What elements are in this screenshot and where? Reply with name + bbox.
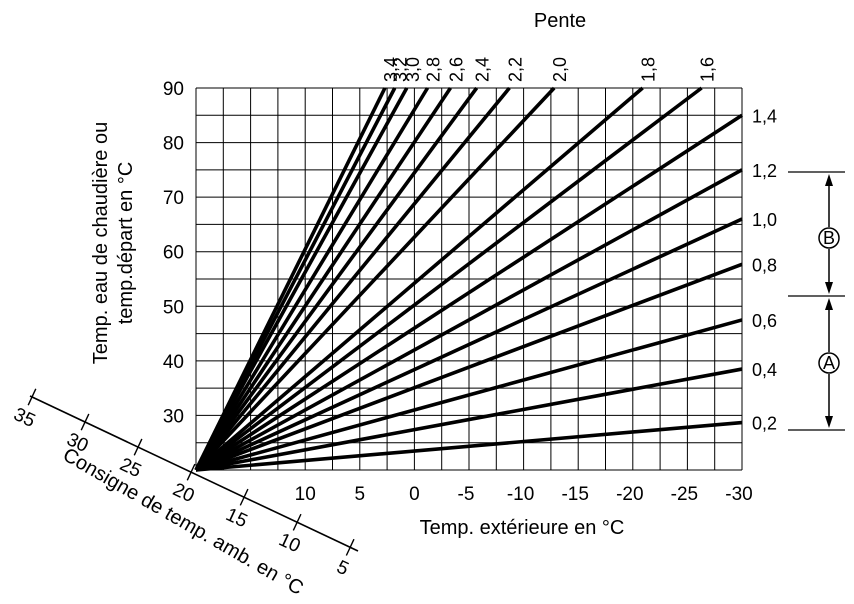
- y-axis-title-line2: temp.départ en °C: [115, 162, 137, 325]
- heating-curve-1-8: [194, 86, 644, 472]
- slope-label-1-8: 1,8: [639, 57, 659, 82]
- range-b-arrow-head-up: [825, 174, 833, 186]
- x-tick-label: -15: [561, 484, 588, 505]
- range-label-b: B: [823, 228, 835, 248]
- slope-labels-right: 0,2 0,4 0,6 0,8 1,0 1,2 1,4: [752, 106, 777, 433]
- setpoint-tick-label: 5: [333, 557, 351, 581]
- slope-label-0-8: 0,8: [752, 255, 777, 275]
- setpoint-tick-label: 10: [275, 529, 303, 557]
- y-tick-label: 60: [163, 243, 184, 264]
- heating-curve-1-2: [195, 168, 743, 472]
- slope-label-2-0: 2,0: [550, 57, 570, 82]
- slope-label-0-4: 0,4: [752, 360, 777, 380]
- range-label-circle: [818, 227, 840, 249]
- chart-grid: [195, 87, 743, 471]
- setpoint-tick: [239, 488, 249, 506]
- x-axis-ticks: 10 5 0 -5 -10 -15 -20 -25 -30: [295, 484, 753, 505]
- setpoint-axis-title: Consigne de temp. amb. en °C: [59, 444, 307, 600]
- heating-curve-0-6: [195, 318, 743, 472]
- slope-label-2-6: 2,6: [446, 57, 466, 82]
- slope-labels-top: 1,6 1,8 2,0 2,2 2,4 2,62,83,03,23,4: [381, 57, 718, 82]
- heating-curve-2-4: [194, 86, 479, 472]
- y-axis-ticks: 30 40 50 60 70 80 90: [163, 79, 184, 427]
- range-a-arrow-head-up: [825, 298, 833, 310]
- heating-curve-0-4: [195, 367, 743, 472]
- range-label-circle: [818, 352, 840, 374]
- setpoint-tick: [292, 513, 302, 531]
- x-tick-label: 5: [355, 484, 366, 505]
- slope-label-2-2: 2,2: [505, 57, 525, 82]
- range-markers: BA: [788, 171, 845, 431]
- heating-curve-0-2: [195, 420, 743, 472]
- setpoint-tick-label: 15: [222, 504, 250, 532]
- slope-label-0-6: 0,6: [752, 311, 777, 331]
- heating-curve-0-8: [195, 262, 743, 472]
- x-tick-label: 10: [295, 484, 316, 505]
- y-axis-title-line1: Temp. eau de chaudière ou: [90, 122, 112, 364]
- setpoint-tick-label: 35: [10, 404, 38, 432]
- x-tick-label: -30: [725, 484, 752, 505]
- slope-label-1-2: 1,2: [752, 161, 777, 181]
- heating-curve-2-2: [194, 86, 511, 472]
- slope-label-2-8: 2,8: [424, 57, 444, 82]
- heating-curve-2-8: [194, 87, 430, 471]
- y-tick-label: 40: [163, 352, 184, 373]
- y-tick-label: 30: [163, 406, 184, 427]
- setpoint-tick: [186, 463, 196, 481]
- setpoint-tick: [27, 388, 37, 406]
- slope-label-1-4: 1,4: [752, 106, 777, 126]
- x-tick-label: -20: [616, 484, 643, 505]
- heating-curve-3-4: [194, 87, 387, 471]
- range-a-arrow-head-down: [825, 416, 833, 428]
- range-b-arrow-head-down: [825, 282, 833, 294]
- x-tick-label: -25: [671, 484, 698, 505]
- slope-label-3-0: 3,0: [403, 57, 423, 82]
- heating-curve-1-6: [194, 86, 703, 472]
- slope-axis-title: Pente: [534, 10, 586, 32]
- y-tick-label: 80: [163, 134, 184, 155]
- x-tick-label: -5: [458, 484, 475, 505]
- slope-label-3-4: 3,4: [381, 57, 401, 82]
- slope-label-1-6: 1,6: [698, 57, 718, 82]
- slope-label-3-2: 3,2: [391, 57, 411, 82]
- x-axis-title: Temp. extérieure en °C: [420, 517, 625, 539]
- x-tick-label: 0: [409, 484, 420, 505]
- setpoint-tick: [133, 438, 143, 456]
- heating-curves: [194, 86, 743, 472]
- y-tick-label: 70: [163, 188, 184, 209]
- y-tick-label: 50: [163, 297, 184, 318]
- slope-label-1-0: 1,0: [752, 210, 777, 230]
- setpoint-tick: [80, 413, 90, 431]
- heating-curve-1-4: [195, 113, 743, 472]
- y-tick-label: 90: [163, 79, 184, 100]
- heating-curve-2-6: [194, 87, 452, 471]
- setpoint-tick: [345, 538, 355, 556]
- range-label-a: A: [823, 353, 835, 373]
- x-tick-label: -10: [507, 484, 534, 505]
- heating-curve-1-0: [195, 217, 743, 472]
- heating-curve-2-0: [194, 86, 556, 472]
- slope-label-0-2: 0,2: [752, 414, 777, 434]
- slope-label-2-4: 2,4: [473, 57, 493, 82]
